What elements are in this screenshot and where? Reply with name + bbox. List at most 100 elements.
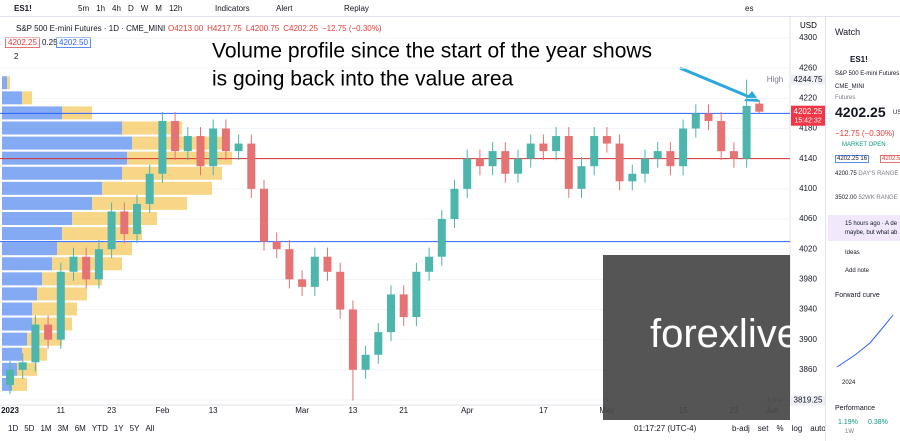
day-range-label: DAY'S RANGE bbox=[858, 171, 899, 177]
candle-body bbox=[6, 369, 14, 385]
option[interactable]: % bbox=[776, 424, 784, 433]
curve-year: 2024 bbox=[842, 380, 856, 386]
range[interactable]: 5Y bbox=[129, 424, 140, 433]
x-tick-label: 13 bbox=[348, 406, 357, 415]
y-tick-label: 3860 bbox=[799, 365, 817, 374]
y-tick-label: 4180 bbox=[799, 124, 817, 133]
option[interactable]: b-adj bbox=[732, 424, 750, 433]
candle-body bbox=[412, 271, 421, 318]
marker-box bbox=[791, 74, 825, 85]
news[interactable]: 15 hours ago · A de bbox=[845, 221, 898, 227]
option[interactable]: set bbox=[757, 424, 769, 433]
candle-body bbox=[310, 256, 319, 287]
range[interactable]: YTD bbox=[91, 424, 108, 433]
profile-bar bbox=[2, 242, 57, 256]
candle-body bbox=[590, 136, 599, 167]
y-tick-label: 4140 bbox=[799, 154, 817, 163]
side-symbol: ES1! bbox=[850, 55, 868, 64]
toolbar bbox=[0, 0, 900, 17]
interval[interactable]: 4h bbox=[112, 4, 121, 13]
candle-body bbox=[539, 143, 548, 152]
profile-bar bbox=[2, 227, 62, 241]
candle-body bbox=[209, 128, 218, 167]
interval[interactable]: 1h bbox=[96, 4, 106, 13]
candle-body bbox=[374, 332, 383, 355]
watch[interactable]: Watch bbox=[835, 27, 861, 37]
symbol[interactable]: ES1! bbox=[14, 4, 32, 13]
performance: Performance bbox=[835, 405, 876, 412]
candle-body bbox=[475, 158, 484, 167]
indicator-count[interactable]: 2 bbox=[14, 52, 19, 61]
range[interactable]: All bbox=[145, 424, 155, 433]
range[interactable]: 3M bbox=[57, 424, 69, 433]
x-tick-label: 11 bbox=[57, 406, 66, 415]
range[interactable]: 1M bbox=[40, 424, 52, 433]
option[interactable]: log bbox=[791, 424, 803, 433]
candle-body bbox=[666, 151, 675, 167]
candle-body bbox=[171, 120, 180, 152]
indicators[interactable]: Indicators bbox=[215, 4, 250, 13]
candle-body bbox=[577, 166, 586, 189]
y-tick-label: 4100 bbox=[799, 184, 817, 193]
ideas[interactable]: Ideas bbox=[845, 250, 860, 256]
y-tick-label: 4020 bbox=[799, 244, 817, 253]
ohlc-value: C4202.25 bbox=[283, 24, 318, 33]
currency: USD bbox=[800, 21, 817, 30]
x-tick-label: Apr bbox=[461, 406, 474, 415]
x-tick-label: Mar bbox=[295, 406, 309, 415]
profile-bar bbox=[62, 227, 142, 241]
news[interactable]: maybe, but what ab bbox=[845, 230, 898, 236]
profile-bar bbox=[2, 76, 7, 90]
side-panel bbox=[825, 17, 900, 441]
profile-bar bbox=[102, 181, 212, 195]
side-change: −12.75 (−0.30%) bbox=[835, 129, 895, 138]
profile-bar bbox=[92, 196, 187, 210]
range[interactable]: 6M bbox=[74, 424, 86, 433]
profile-bar bbox=[2, 287, 37, 301]
candle-body bbox=[44, 324, 53, 340]
alert[interactable]: Alert bbox=[276, 4, 293, 13]
x-tick-label: 17 bbox=[539, 406, 548, 415]
profile-bar bbox=[7, 76, 10, 90]
news-box[interactable] bbox=[828, 215, 900, 241]
interval[interactable]: 5m bbox=[78, 4, 90, 13]
spread: 0.25 bbox=[42, 38, 58, 47]
y-tick-label: 4260 bbox=[799, 63, 817, 72]
candle-body bbox=[221, 128, 230, 152]
profile-bar bbox=[42, 272, 102, 286]
candle-body bbox=[336, 271, 345, 310]
interval[interactable]: 12h bbox=[168, 4, 183, 13]
range[interactable]: 5D bbox=[24, 424, 35, 433]
profile-bar bbox=[2, 212, 72, 225]
candle-body bbox=[18, 362, 27, 370]
interval[interactable]: M bbox=[155, 4, 162, 13]
interval[interactable]: D bbox=[127, 4, 134, 13]
candle-body bbox=[742, 105, 751, 159]
day-range: 4200.75 DAY'S RANGE bbox=[835, 171, 898, 177]
watermark-box bbox=[603, 255, 790, 420]
candle-body bbox=[437, 219, 446, 257]
profile-bar bbox=[32, 302, 77, 316]
search[interactable]: es bbox=[745, 4, 754, 13]
option[interactable]: auto bbox=[810, 424, 826, 433]
candle-body bbox=[387, 294, 395, 333]
candle-body bbox=[285, 249, 294, 280]
candle-body bbox=[361, 354, 370, 370]
candle-body bbox=[183, 136, 192, 152]
interval[interactable]: W bbox=[140, 4, 149, 13]
profile-bar bbox=[2, 136, 132, 150]
side-kind: Futures bbox=[835, 95, 856, 101]
x-tick-label: 2023 bbox=[1, 406, 19, 415]
range[interactable]: 1Y bbox=[113, 424, 124, 433]
candle-body bbox=[704, 113, 713, 121]
marker-box bbox=[791, 395, 825, 406]
watermark: forexlive bbox=[650, 312, 799, 356]
range[interactable]: 1D bbox=[8, 424, 19, 433]
candle-body bbox=[260, 188, 268, 242]
replay[interactable]: Replay bbox=[344, 4, 369, 13]
last-price: 4202.25 bbox=[794, 107, 823, 116]
candle-body bbox=[196, 136, 205, 167]
candle-body bbox=[450, 188, 459, 219]
add-note[interactable]: Add note bbox=[845, 268, 870, 274]
side-name: S&P 500 E-mini Futures bbox=[835, 71, 900, 77]
